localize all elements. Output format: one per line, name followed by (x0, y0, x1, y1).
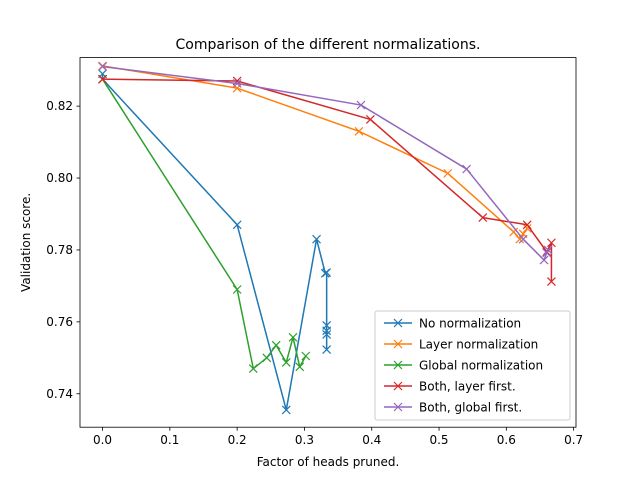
legend-marker (393, 318, 403, 328)
x-tick-label: 0.6 (497, 433, 516, 447)
legend-frame (374, 310, 571, 421)
data-point (288, 332, 298, 342)
series-line (102, 65, 549, 261)
data-point (271, 340, 281, 350)
x-tick-label: 0.4 (362, 433, 381, 447)
legend-entry: Global normalization (384, 359, 543, 373)
series-global-normalization (98, 74, 311, 374)
data-point (365, 115, 375, 124)
data-point (262, 353, 272, 363)
data-point (301, 351, 311, 361)
legend-entry: Layer normalization (384, 338, 538, 352)
data-point (522, 220, 532, 230)
x-axis-label: Factor of heads pruned. (257, 455, 400, 469)
legend-entry: Both, layer first. (384, 380, 516, 394)
data-point (354, 126, 364, 136)
y-tick-label: 0.78 (46, 243, 73, 257)
legend-marker (393, 339, 403, 349)
series-both-global-first (98, 62, 553, 265)
data-point (515, 234, 525, 244)
y-tick-label: 0.82 (46, 99, 73, 113)
x-axis-ticks: 0.0 0.1 0.2 0.3 0.4 0.5 0.6 0.7 (93, 427, 583, 447)
data-point (509, 227, 519, 237)
data-point (232, 285, 242, 294)
legend-label: Both, global first. (419, 401, 522, 415)
data-point (462, 164, 472, 174)
data-point (312, 234, 321, 244)
legend-marker (393, 381, 403, 391)
series-line (101, 73, 328, 411)
data-point (542, 248, 552, 258)
data-point (232, 220, 242, 230)
data-point (248, 364, 258, 374)
legend-label: Layer normalization (419, 338, 538, 352)
legend-marker (393, 360, 403, 370)
data-point (322, 330, 332, 339)
data-point (478, 213, 488, 223)
data-point (295, 362, 305, 372)
data-point (356, 100, 366, 110)
data-point (322, 345, 332, 354)
data-point (543, 245, 553, 255)
y-axis-ticks: 0.74 0.76 0.78 0.80 0.82 (46, 99, 80, 401)
data-point (443, 168, 453, 178)
x-tick-label: 0.5 (429, 433, 448, 447)
y-tick-label: 0.76 (46, 315, 73, 329)
legend-label: Global normalization (419, 359, 543, 373)
data-point (98, 74, 107, 84)
legend-marker (393, 402, 403, 412)
series-line (102, 65, 528, 240)
data-point (281, 405, 291, 415)
series-no-normalization (98, 69, 332, 415)
legend: No normalization Layer normalization Globa… (374, 310, 571, 421)
data-point (322, 326, 332, 336)
series-line (102, 78, 553, 282)
x-tick-label: 0.1 (160, 433, 179, 447)
chart-title: Comparison of the different normalizatio… (176, 37, 481, 53)
data-point (539, 255, 549, 265)
axes-frame (79, 57, 577, 428)
legend-label: Both, layer first. (419, 380, 516, 394)
data-point (322, 268, 332, 278)
y-axis-label: Validation score. (19, 193, 33, 292)
plot-area (98, 61, 556, 415)
x-tick-label: 0.7 (564, 433, 583, 447)
y-tick-label: 0.80 (46, 171, 73, 185)
y-tick-label: 0.74 (46, 387, 73, 401)
data-point (522, 223, 532, 233)
data-point (98, 62, 107, 72)
x-tick-label: 0.3 (295, 433, 314, 447)
legend-entry: Both, global first. (384, 401, 522, 415)
series-layer-normalization (98, 61, 532, 244)
data-point (547, 238, 556, 248)
data-point (232, 79, 242, 88)
data-point (281, 358, 291, 367)
legend-entry: No normalization (384, 317, 521, 331)
series-line (101, 78, 307, 370)
data-point (547, 277, 556, 287)
data-point (518, 234, 528, 244)
x-tick-label: 0.0 (93, 433, 112, 447)
x-tick-label: 0.2 (228, 433, 247, 447)
legend-label: No normalization (419, 317, 521, 331)
